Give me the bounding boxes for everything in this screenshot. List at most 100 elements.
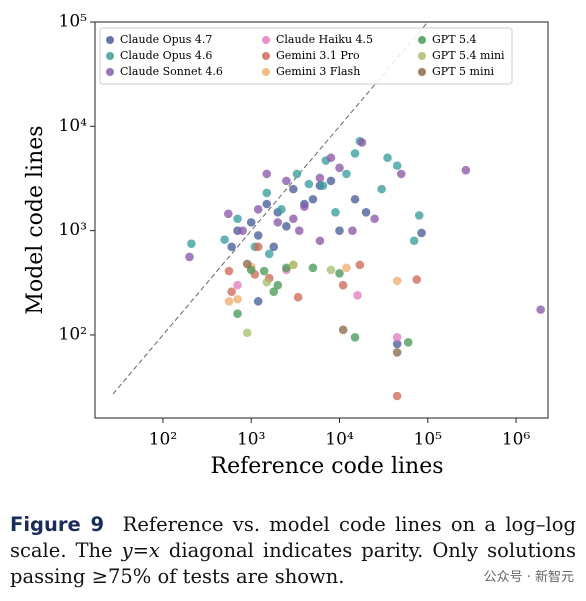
point — [315, 173, 325, 183]
point — [282, 222, 291, 231]
point — [338, 325, 348, 335]
y-tick-label: 10² — [59, 324, 87, 344]
point — [294, 226, 304, 235]
point — [412, 275, 422, 284]
point — [264, 249, 274, 259]
legend-marker — [262, 36, 270, 44]
point — [383, 153, 392, 163]
legend-label: GPT 5.4 mini — [432, 49, 505, 62]
legend-marker — [262, 52, 270, 60]
point — [338, 280, 348, 290]
point — [224, 297, 234, 306]
point — [233, 214, 242, 224]
point — [233, 280, 242, 290]
point — [253, 205, 263, 214]
point — [262, 199, 272, 209]
point — [353, 291, 362, 300]
legend-label: Claude Opus 4.7 — [120, 33, 212, 46]
legend-label: Claude Haiku 4.5 — [276, 33, 373, 46]
point — [392, 339, 402, 349]
legend-label: Claude Opus 4.6 — [120, 49, 212, 62]
point — [342, 263, 351, 273]
point — [185, 252, 194, 262]
point — [253, 242, 263, 252]
point — [304, 179, 314, 189]
point — [331, 207, 340, 217]
x-tick-label: 10² — [149, 430, 177, 450]
parity-line — [112, 21, 429, 395]
point — [262, 188, 272, 198]
point — [326, 176, 336, 186]
point — [227, 287, 236, 296]
point — [187, 239, 196, 248]
point — [242, 259, 252, 269]
point — [350, 332, 360, 342]
point — [461, 165, 471, 175]
watermark: 公众号 · 新智元 — [483, 570, 574, 585]
point — [300, 202, 309, 211]
point — [277, 205, 286, 214]
point — [289, 214, 298, 224]
point — [269, 242, 279, 252]
point — [326, 265, 336, 275]
caption-text: diagonal indicates parity. Only solution… — [10, 539, 577, 588]
point — [350, 194, 360, 204]
point — [326, 153, 336, 163]
point — [335, 269, 344, 278]
point — [233, 294, 242, 304]
x-tick-label: 10³ — [237, 430, 265, 450]
y-tick-label: 10³ — [59, 220, 87, 240]
legend-marker — [106, 68, 114, 76]
point — [308, 194, 318, 204]
point — [262, 169, 272, 179]
point — [293, 292, 303, 302]
point — [536, 305, 545, 314]
point — [392, 348, 402, 357]
caption-math: y=x — [121, 539, 160, 562]
point — [318, 181, 328, 190]
point — [246, 265, 256, 275]
point — [253, 297, 263, 306]
legend-marker — [262, 68, 270, 76]
legend-marker — [418, 68, 426, 76]
point — [396, 169, 406, 179]
point — [315, 236, 325, 246]
plot-frame — [94, 21, 549, 419]
x-tick-label: 10⁵ — [414, 430, 443, 450]
point — [403, 338, 413, 347]
legend-label: GPT 5 mini — [432, 65, 495, 78]
point — [242, 328, 252, 338]
legend-box — [99, 27, 513, 85]
point — [392, 161, 402, 170]
point — [238, 226, 247, 235]
legend-marker — [106, 52, 114, 60]
point — [417, 228, 426, 238]
point — [348, 226, 357, 235]
point — [377, 184, 386, 194]
y-tick-label: 10⁵ — [59, 12, 88, 32]
point — [227, 242, 236, 252]
chart: Model code lines Reference code lines 10… — [23, 12, 549, 479]
x-axis-label: Reference code lines — [211, 454, 444, 479]
point — [220, 235, 229, 244]
caption-text: Reference vs. model code lines on a log–… — [10, 513, 576, 562]
point — [273, 218, 283, 227]
legend-label: Claude Sonnet 4.6 — [120, 65, 223, 78]
point — [342, 169, 351, 179]
point — [269, 287, 279, 296]
point — [414, 211, 424, 220]
point — [223, 209, 233, 219]
point — [392, 276, 402, 286]
x-tick-label: 10⁴ — [325, 430, 354, 450]
point — [246, 218, 256, 227]
point — [350, 149, 360, 158]
point — [370, 214, 379, 224]
point — [409, 236, 419, 246]
point — [361, 207, 371, 217]
point — [253, 231, 263, 240]
point — [357, 138, 367, 147]
point — [233, 309, 242, 318]
point — [224, 266, 234, 276]
point — [262, 277, 272, 287]
